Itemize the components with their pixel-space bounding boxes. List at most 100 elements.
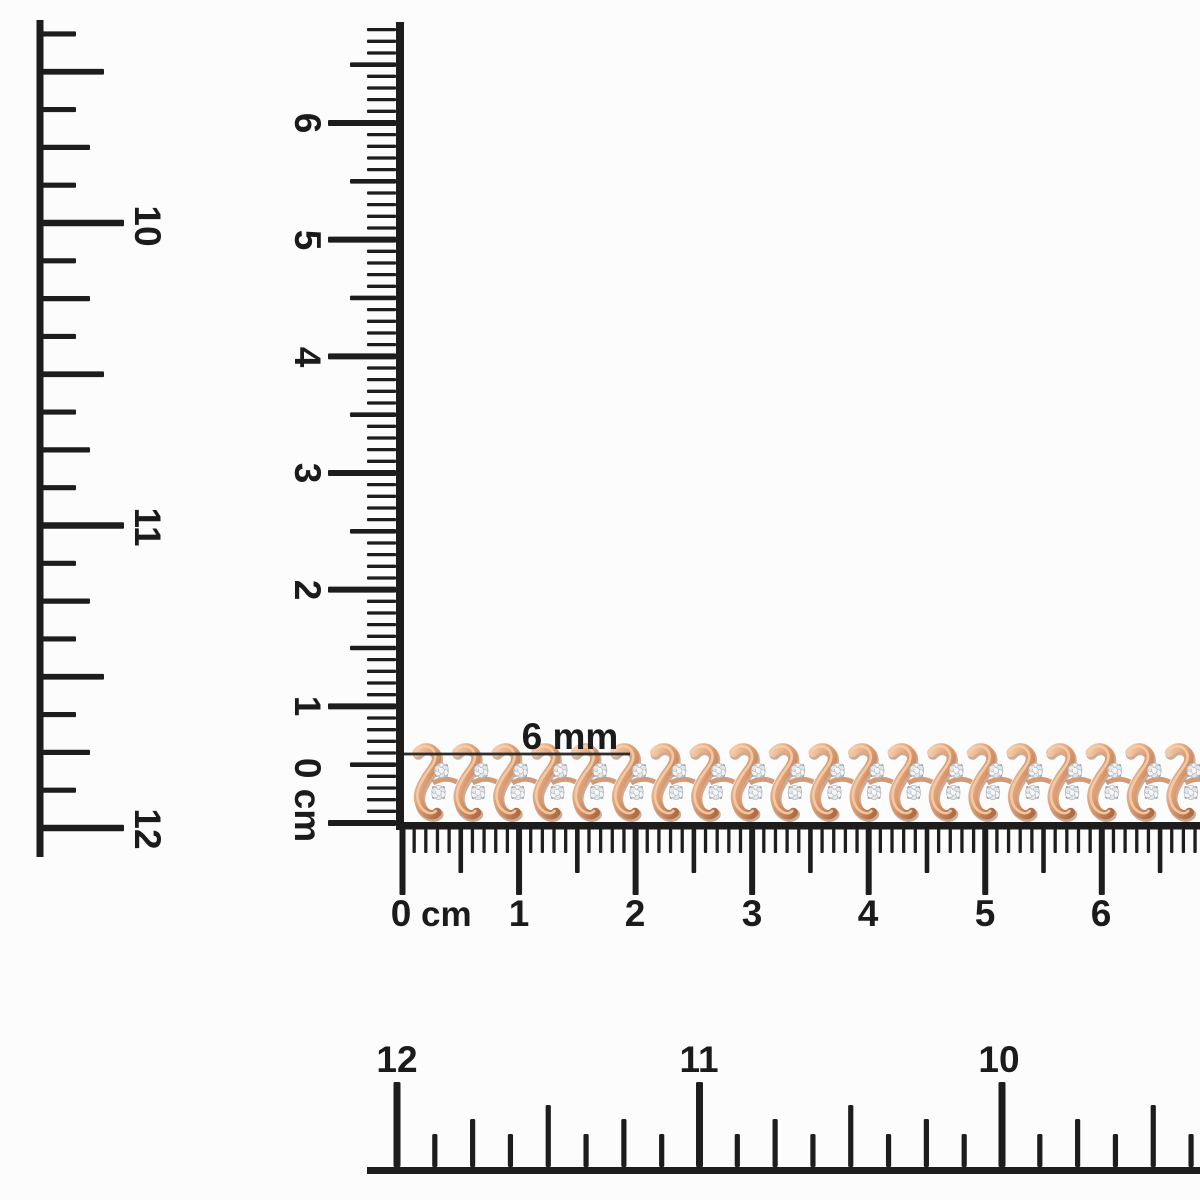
horizontal-cm-tick: [435, 829, 440, 853]
vertical-cm-tick: [367, 226, 396, 230]
horizontal-cm-ruler: [396, 822, 1200, 895]
left-ruler-tick: [42, 333, 76, 340]
vertical-cm-tick: [367, 249, 396, 253]
gold-connector: [1104, 776, 1132, 786]
left-ruler-tick: [42, 258, 76, 264]
sparkle: [1072, 767, 1075, 770]
horizontal-cm-tick: [1088, 829, 1092, 853]
left-ruler-tick: [42, 447, 90, 453]
left-ruler-tick: [42, 673, 104, 680]
horizontal-cm-ruler-labels: 0 cm 1 2 3 4 5 6: [391, 893, 1112, 934]
bottom-inch-tick: [923, 1119, 929, 1167]
left-ruler-tick: [42, 749, 90, 755]
left-ruler-label-10: 10: [127, 205, 168, 246]
s-link-highlight: [1127, 745, 1150, 815]
s-link-highlight: [572, 745, 596, 815]
binch-label-12: 12: [376, 1039, 417, 1080]
diamond-cluster: [830, 762, 845, 779]
diamond-cluster: [510, 784, 525, 801]
sparkle: [911, 789, 913, 792]
diamond-cluster: [869, 762, 885, 779]
left-ruler-tick: [42, 144, 90, 150]
sparkle: [990, 789, 993, 792]
left-ruler-spine: [36, 20, 44, 857]
sparkle: [993, 767, 996, 770]
diamond-cluster: [431, 784, 446, 801]
vertical-cm-tick: [367, 378, 396, 382]
bottom-inch-tick: [998, 1082, 1006, 1167]
vertical-cm-tick: [367, 214, 396, 218]
size-annotation-label: 6 mm: [522, 716, 619, 757]
horizontal-cm-tick: [598, 829, 603, 853]
gold-connector: [748, 776, 775, 786]
horizontal-cm-tick: [808, 829, 813, 873]
vertical-cm-tick: [367, 623, 396, 627]
vcm-label-4: 4: [287, 347, 328, 368]
sparkle: [597, 767, 600, 770]
horizontal-cm-tick: [424, 829, 428, 853]
vertical-cm-tick: [367, 27, 396, 32]
s-link-highlight: [414, 745, 438, 815]
vertical-cm-tick: [367, 109, 396, 113]
vertical-cm-tick: [367, 74, 396, 78]
vertical-cm-tick: [367, 51, 396, 55]
horizontal-cm-tick: [458, 829, 464, 873]
diamond-cluster: [866, 784, 882, 801]
vcm-label-2: 2: [287, 580, 328, 601]
binch-label-11: 11: [679, 1039, 718, 1080]
bottom-inch-ruler-labels: 12 11 10: [376, 1039, 1019, 1080]
tennis-bracelet: [412, 743, 1200, 822]
left-ruler-tick: [42, 106, 76, 113]
sparkle: [1191, 767, 1194, 770]
sparkle: [1033, 767, 1035, 770]
hcm-label-unit: cm: [421, 895, 472, 934]
vcm-label-0cm: 0 cm: [287, 758, 328, 842]
bottom-inch-tick: [772, 1119, 778, 1167]
horizontal-cm-tick: [1076, 829, 1081, 853]
left-ruler-tick: [42, 485, 76, 491]
left-ruler-tick: [42, 182, 76, 188]
vertical-cm-tick: [367, 39, 396, 43]
diamond-cluster: [708, 784, 723, 801]
horizontal-cm-tick: [1123, 829, 1127, 853]
sparkle: [792, 789, 795, 792]
horizontal-cm-tick: [960, 829, 964, 853]
horizontal-cm-tick: [982, 829, 989, 895]
left-ruler-tick: [42, 409, 76, 415]
diamond-cluster: [1183, 784, 1199, 801]
horizontal-cm-tick: [575, 829, 580, 873]
vertical-cm-tick: [328, 469, 396, 476]
diamond-cluster: [748, 784, 763, 801]
diamond-cluster: [1025, 784, 1040, 801]
sparkle: [518, 767, 520, 770]
vertical-cm-tick: [367, 728, 396, 732]
vcm-label-6: 6: [287, 113, 328, 134]
vertical-cm-tick: [350, 645, 396, 651]
diamond-cluster: [1144, 784, 1159, 801]
horizontal-cm-tick: [1135, 829, 1139, 853]
s-link-highlight: [493, 745, 517, 815]
horizontal-cm-tick: [447, 829, 451, 853]
s-link-highlight: [770, 745, 794, 815]
sparkle: [752, 789, 755, 792]
s-link-highlight: [652, 745, 675, 815]
s-link-highlight: [1166, 745, 1190, 815]
s-link-highlight: [454, 745, 477, 815]
bottom-inch-tick: [1037, 1134, 1043, 1167]
horizontal-cm-tick: [832, 829, 836, 853]
gold-connector: [550, 776, 577, 786]
horizontal-cm-tick: [703, 829, 708, 853]
vertical-cm-tick: [367, 331, 396, 335]
vcm-label-5: 5: [287, 230, 328, 251]
bottom-inch-tick: [696, 1082, 703, 1167]
horizontal-cm-tick: [632, 829, 639, 895]
vertical-cm-tick: [367, 273, 396, 277]
left-ruler-label-12: 12: [127, 808, 168, 849]
horizontal-cm-tick: [645, 829, 649, 853]
vertical-cm-tick: [367, 448, 396, 452]
vertical-cm-tick: [367, 86, 396, 90]
horizontal-cm-tick: [529, 829, 533, 853]
bottom-inch-tick: [734, 1134, 740, 1167]
gold-connector: [629, 776, 657, 786]
